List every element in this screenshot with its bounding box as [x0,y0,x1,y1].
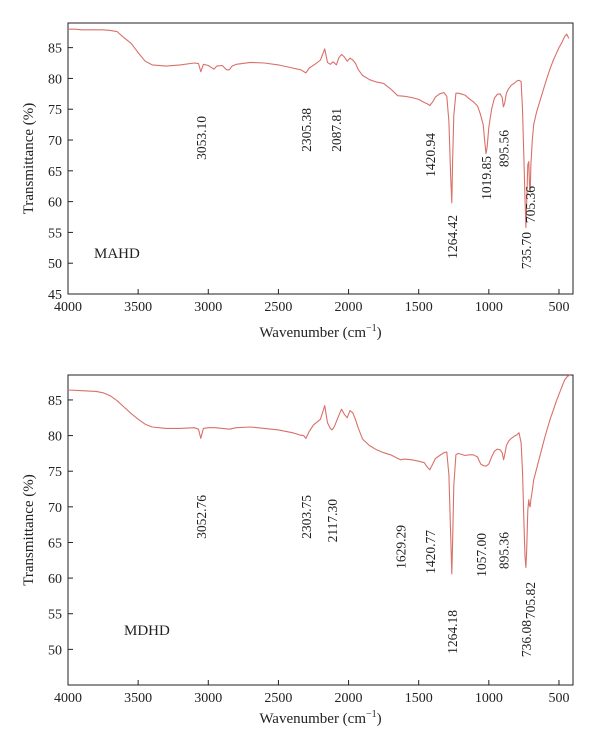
y-tick-label: 75 [48,465,62,480]
x-axis-title: Wavenumber (cm−1) [259,323,381,341]
peak-label: 2303.75 [299,495,314,539]
x-tick-label: 3000 [194,691,222,706]
x-tick-label: 1500 [405,691,433,706]
x-tick-label: 2000 [335,300,363,315]
peak-annotations: 3052.76 2303.75 2117.30 1629.29 1420.77 1264.… [194,495,538,657]
y-tick-label: 50 [48,257,62,272]
y-tick-label: 50 [48,643,62,658]
spectrum-trace [67,374,571,575]
y-tick-label: 80 [48,430,62,445]
x-tick-label: 2000 [335,691,363,706]
y-tick-label: 65 [48,165,62,180]
peak-label: 1629.29 [394,525,409,569]
y-tick-label: 55 [48,608,62,623]
y-tick-label: 60 [48,572,62,587]
y-tick-label: 85 [48,394,62,409]
y-axis-title: Transmittance (%) [21,103,37,215]
y-tick-label: 55 [48,226,62,241]
sample-label: MDHD [124,623,170,639]
chart-panel-mdhd: 4000 3500 3000 2500 2000 1500 1000 500 50 55 60 65… [21,374,574,727]
spectrum-trace [68,28,570,229]
x-axis-title: Wavenumber (cm−1) [259,709,381,727]
x-tick-label: 4000 [54,691,82,706]
peak-label: 1420.94 [423,133,438,177]
sample-label: MAHD [94,246,140,262]
peak-label: 736.08 [519,620,534,657]
peak-label: 1057.00 [474,533,489,577]
peak-label: 895.56 [496,130,511,167]
x-axis: 4000 3500 3000 2500 2000 1500 1000 500 [54,289,569,315]
peak-label: 705.82 [523,582,538,619]
y-tick-label: 70 [48,134,62,149]
x-tick-label: 3000 [194,300,222,315]
peak-label: 705.36 [523,186,538,223]
y-tick-label: 60 [48,196,62,211]
x-tick-label: 500 [548,691,569,706]
peak-label: 1420.77 [423,530,438,574]
plot-frame [67,374,574,686]
x-tick-label: 4000 [54,300,82,315]
chart-panel-mahd: 4000 3500 3000 2500 2000 1500 1000 500 45 50 55 60… [21,22,574,341]
plot-frame [67,22,574,295]
x-tick-label: 1500 [405,300,433,315]
y-tick-label: 75 [48,103,62,118]
x-tick-label: 3500 [124,691,152,706]
x-tick-label: 3500 [124,300,152,315]
y-tick-label: 70 [48,501,62,516]
y-axis: 50 55 60 65 70 75 80 85 [48,394,73,658]
y-tick-label: 45 [48,288,62,303]
x-tick-label: 2500 [264,691,292,706]
peak-label: 895.36 [497,532,512,569]
y-axis-title: Transmittance (%) [21,474,37,586]
x-tick-label: 2500 [264,300,292,315]
peak-label: 735.70 [519,232,534,269]
peak-label: 1019.85 [479,156,494,200]
peak-annotations: 3053.10 2305.38 2087.81 1420.94 1264.42 1019.… [194,108,538,269]
peak-label: 2117.30 [325,499,340,543]
x-tick-label: 1000 [475,300,503,315]
x-axis: 4000 3500 3000 2500 2000 1500 1000 500 [54,680,569,706]
x-tick-label: 1000 [475,691,503,706]
peak-label: 1264.18 [445,610,460,654]
y-tick-label: 85 [48,42,62,57]
x-tick-label: 500 [548,300,569,315]
peak-label: 1264.42 [445,215,460,259]
y-axis: 45 50 55 60 65 70 75 80 85 [48,42,73,303]
y-tick-label: 80 [48,72,62,87]
peak-label: 2087.81 [329,108,344,152]
peak-label: 2305.38 [299,108,314,152]
peak-label: 3053.10 [194,116,209,160]
y-tick-label: 65 [48,536,62,551]
peak-label: 3052.76 [194,495,209,539]
